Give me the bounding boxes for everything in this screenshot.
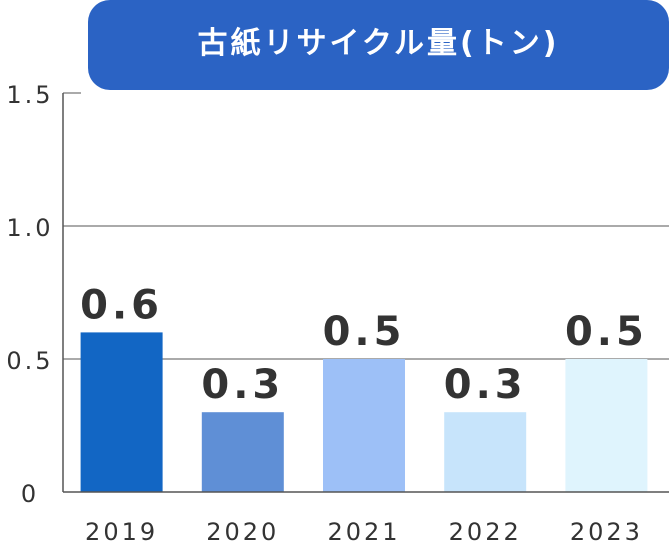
y-tick-label: 1.0 [6, 214, 53, 242]
bar [565, 359, 648, 492]
x-tick-label: 2021 [327, 518, 400, 546]
x-tick-label: 2022 [449, 518, 522, 546]
y-tick-label: 1.5 [6, 81, 53, 109]
chart-title: 古紙リサイクル量(トン) [197, 26, 560, 61]
y-tick-label: 0.5 [6, 347, 53, 375]
x-tick-label: 2019 [85, 518, 158, 546]
x-tick-label: 2023 [570, 518, 643, 546]
y-tick-label: 0 [21, 480, 39, 508]
bar [444, 412, 527, 492]
bar [201, 412, 284, 492]
x-tick-label: 2020 [206, 518, 279, 546]
data-label: 0.3 [444, 362, 527, 408]
data-label: 0.3 [201, 362, 284, 408]
bar [323, 359, 405, 492]
chart-title-banner [88, 0, 669, 90]
bar [80, 332, 163, 492]
data-label: 0.5 [565, 309, 648, 355]
data-label: 0.6 [80, 282, 163, 328]
data-label: 0.5 [323, 309, 406, 355]
